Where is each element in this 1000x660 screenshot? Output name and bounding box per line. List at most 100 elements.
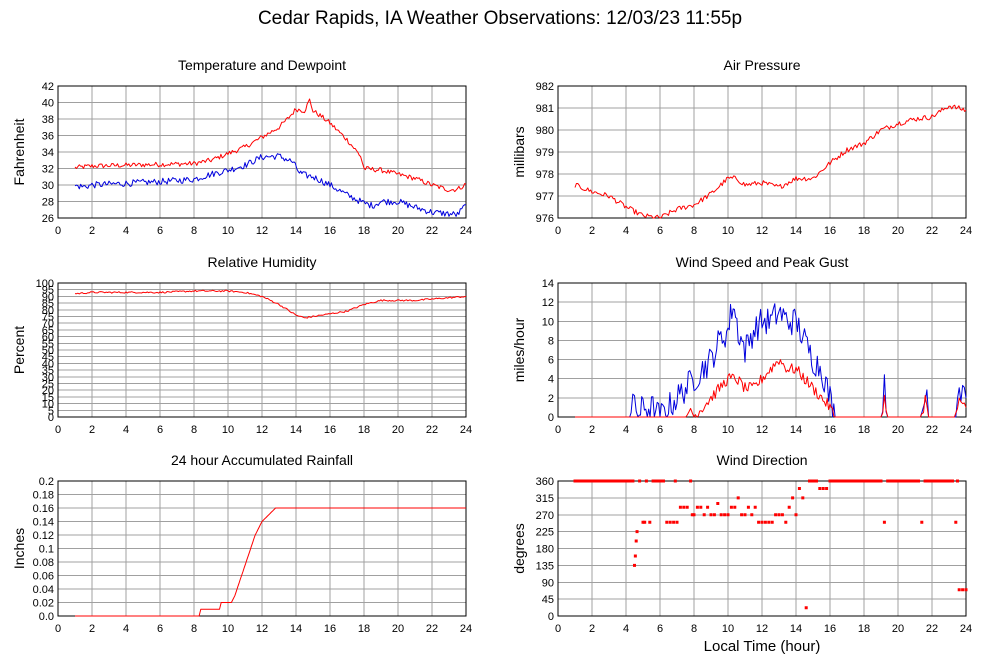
data-run	[651, 479, 665, 483]
panel-title: 24 hour Accumulated Rainfall	[171, 452, 353, 468]
data-point	[791, 496, 795, 500]
y-tick-label: 30	[42, 180, 54, 192]
y-tick-label: 60	[42, 332, 54, 344]
x-tick-label: 0	[555, 424, 561, 436]
y-tick-label: 50	[42, 345, 54, 357]
data-point	[699, 505, 703, 509]
x-tick-label: 12	[256, 623, 268, 635]
y-tick-label: 982	[536, 81, 554, 93]
data-point	[804, 606, 808, 610]
y-tick-label: 0.1	[39, 544, 54, 556]
y-tick-label: 976	[536, 213, 554, 225]
data-point	[780, 513, 784, 517]
y-tick-label: 75	[42, 312, 54, 324]
y-tick-label: 0	[548, 412, 554, 424]
data-point	[633, 563, 636, 567]
data-point	[690, 513, 694, 517]
y-tick-label: 38	[42, 114, 54, 126]
data-point	[767, 520, 771, 524]
data-point	[689, 479, 693, 483]
y-axis-label: degrees	[511, 523, 527, 574]
x-tick-label: 14	[790, 424, 802, 436]
data-point	[678, 505, 682, 509]
panel-title: Temperature and Dewpoint	[178, 57, 346, 73]
data-point	[757, 520, 761, 524]
y-tick-label: 0.16	[33, 503, 54, 515]
x-tick-label: 20	[392, 623, 404, 635]
x-tick-label: 0	[555, 225, 561, 237]
y-tick-label: 26	[42, 213, 54, 225]
y-tick-label: 70	[42, 318, 54, 330]
data-point	[740, 513, 744, 517]
data-point	[964, 588, 968, 592]
y-tick-label: 90	[42, 291, 54, 303]
panel-title: Wind Speed and Peak Gust	[676, 254, 849, 270]
data-point	[763, 520, 767, 524]
y-tick-label: 45	[542, 594, 554, 606]
data-run	[886, 479, 920, 483]
y-tick-label: 10	[42, 399, 54, 411]
y-tick-label: 14	[542, 278, 554, 290]
data-run	[828, 479, 883, 483]
x-tick-label: 16	[324, 623, 336, 635]
panel-rain: 24 hour Accumulated RainfallInches0.00.0…	[11, 452, 472, 635]
x-tick-label: 10	[722, 623, 734, 635]
data-point	[787, 505, 791, 509]
plot-frame	[57, 282, 467, 418]
data-point	[702, 513, 706, 517]
y-tick-label: 0.12	[33, 530, 54, 542]
x-tick-label: 22	[426, 424, 438, 436]
data-point	[956, 479, 959, 483]
data-point	[634, 539, 638, 543]
y-tick-label: 979	[536, 147, 554, 159]
plot-frame	[557, 282, 967, 418]
y-tick-label: 34	[42, 147, 54, 159]
data-point	[818, 487, 822, 490]
y-tick-label: 4	[548, 374, 554, 386]
y-tick-label: 80	[42, 305, 54, 317]
x-tick-label: 24	[960, 623, 972, 635]
panel-temp: Temperature and DewpointFahrenheit262830…	[11, 57, 472, 237]
y-tick-label: 30	[42, 372, 54, 384]
data-point	[672, 520, 676, 524]
y-tick-label: 32	[42, 164, 54, 176]
y-tick-label: 2	[548, 393, 554, 405]
x-tick-label: 6	[157, 424, 163, 436]
y-tick-label: 0.02	[33, 598, 54, 610]
x-tick-label: 18	[358, 623, 370, 635]
y-tick-label: 977	[536, 191, 554, 203]
x-tick-label: 20	[392, 424, 404, 436]
data-point	[709, 513, 713, 517]
panel-pressure: Air Pressure millibars 976 977 978 979 980 981 9…	[511, 57, 972, 237]
x-tick-label: 4	[123, 424, 129, 436]
x-tick-label: 12	[256, 424, 268, 436]
y-tick-label: 0.04	[33, 584, 54, 596]
y-tick-label: 5	[48, 405, 54, 417]
x-tick-label: 18	[358, 225, 370, 237]
data-point	[635, 530, 639, 534]
data-point	[825, 487, 829, 490]
x-tick-label: 24	[460, 225, 472, 237]
plot-frame	[557, 85, 967, 219]
data-point	[673, 479, 677, 483]
x-tick-label: 16	[824, 623, 836, 635]
y-tick-label: 0.14	[33, 517, 54, 529]
x-tick-label: 18	[858, 424, 870, 436]
x-tick-label: 8	[191, 424, 197, 436]
panel-wind: Wind Speed and Peak Gustmiles/hour024681…	[511, 254, 972, 436]
x-tick-label: 20	[892, 225, 904, 237]
data-point	[801, 496, 805, 500]
data-point	[729, 505, 733, 509]
x-tick-label: 18	[858, 623, 870, 635]
data-point	[648, 520, 652, 524]
y-axis-label: miles/hour	[511, 317, 527, 382]
x-tick-label: 12	[756, 225, 768, 237]
data-point	[643, 520, 647, 524]
y-tick-label: 40	[42, 98, 54, 110]
panel-dir: Wind Directiondegrees0459013518022527031…	[511, 452, 972, 655]
x-tick-label: 10	[222, 623, 234, 635]
data-point	[675, 520, 679, 524]
y-tick-label: 8	[548, 335, 554, 347]
x-tick-label: 10	[222, 424, 234, 436]
